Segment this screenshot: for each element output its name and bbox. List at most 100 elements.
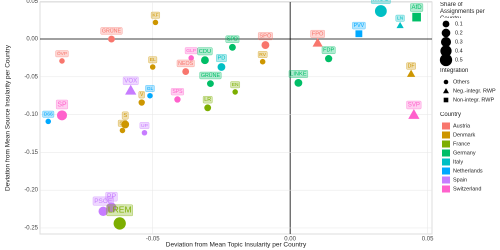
y-tick-label: -0.25 (24, 226, 38, 232)
point-label: SPS (172, 89, 183, 95)
point (443, 88, 449, 94)
legend-label: Netherlands (453, 168, 483, 174)
y-tick-label: -0.10 (24, 112, 38, 118)
plot-area (39, 1, 433, 235)
legend-label: Others (453, 79, 470, 85)
point (204, 104, 212, 112)
legend-label: 0.5 (455, 57, 463, 63)
point (406, 69, 416, 77)
point-label: PVV (354, 23, 365, 29)
point (138, 99, 145, 106)
point-label: LREM (108, 205, 132, 215)
point (355, 30, 363, 38)
point-label: ÖVP (57, 50, 67, 57)
label-box (42, 110, 55, 118)
label-box (257, 51, 268, 58)
point (232, 89, 238, 95)
legend-swatch (442, 167, 450, 175)
point-label: SPD (227, 37, 238, 43)
point (443, 97, 449, 103)
x-axis-title: Deviation from Mean Topic Insularity per… (166, 242, 307, 249)
legend-size-key (442, 20, 450, 28)
label-box (202, 96, 213, 104)
legend-label: France (453, 141, 470, 147)
label-box (371, 0, 391, 4)
legend-size-key (440, 36, 452, 48)
point (113, 217, 126, 230)
point-label: EN (232, 82, 239, 88)
label-box (145, 85, 155, 92)
point-label: D66 (44, 112, 53, 118)
point (396, 21, 404, 29)
label-box (410, 3, 424, 12)
point-label: AfD (412, 4, 423, 11)
point (294, 78, 303, 87)
point-label: M5S (373, 0, 390, 3)
label-box (148, 56, 158, 64)
point-label: V (140, 92, 144, 98)
point (188, 55, 194, 61)
point (119, 127, 126, 134)
point (59, 58, 65, 64)
point (217, 63, 226, 71)
legend-label: Neg.-integr. RWP (453, 88, 496, 94)
point (147, 92, 153, 99)
point-label: DF (408, 63, 415, 69)
point (106, 202, 117, 213)
label-box (138, 91, 145, 99)
label-box (92, 196, 114, 206)
legend-size-key (439, 53, 453, 67)
point-label: LR (204, 97, 211, 103)
legend-label: Spain (453, 177, 467, 183)
point-label: GLP (186, 48, 196, 54)
label-box (230, 81, 240, 89)
point-label: EL (150, 57, 156, 63)
legend-swatch (442, 122, 450, 130)
point-label: SP (57, 101, 67, 108)
legend-swatch (442, 149, 450, 157)
legend-swatch (442, 140, 450, 148)
point-label: VOX (124, 77, 137, 84)
label-box (321, 46, 336, 54)
point (443, 79, 449, 85)
point (201, 56, 209, 65)
legend-label: 0.4 (455, 48, 463, 54)
label-box (55, 50, 69, 58)
y-tick-label: 0.05 (26, 0, 38, 5)
legend-title-box: Integration (440, 68, 468, 74)
label-box (122, 76, 139, 85)
point-label: GRÜNE (201, 72, 221, 79)
point-label: GRÜNE (102, 27, 122, 34)
label-box (406, 100, 422, 110)
y-axis-title: Deviation from Mean Source Insularity pe… (5, 44, 12, 191)
label-box (288, 70, 308, 78)
legend-label: 0.2 (455, 30, 463, 36)
legend-label: Germany (453, 150, 476, 156)
legend-swatch (442, 131, 450, 139)
point (229, 43, 236, 51)
point (259, 58, 266, 65)
point-label: PD (217, 56, 225, 62)
label-box (100, 27, 123, 35)
legend-label: 0.1 (455, 21, 463, 27)
legend-title-box: Country (440, 112, 461, 118)
point-label: SVP (408, 102, 420, 109)
point-label: FDP (323, 48, 334, 54)
legend-swatch (442, 185, 450, 193)
point-label: PSOE (94, 198, 113, 205)
label-box (121, 111, 129, 120)
legend-title: Share of Assignments per Country (440, 2, 485, 18)
point (108, 35, 115, 43)
legend-label: Denmark (453, 132, 476, 138)
legend-size-key (441, 28, 451, 38)
label-box (56, 99, 68, 110)
legend-size-key (440, 45, 452, 57)
point (141, 129, 148, 136)
point (149, 64, 156, 70)
point (325, 55, 333, 63)
y-tick-label: -0.20 (24, 188, 38, 194)
label-box (216, 54, 227, 62)
label-box (199, 71, 222, 80)
y-tick-label: -0.05 (24, 74, 38, 80)
